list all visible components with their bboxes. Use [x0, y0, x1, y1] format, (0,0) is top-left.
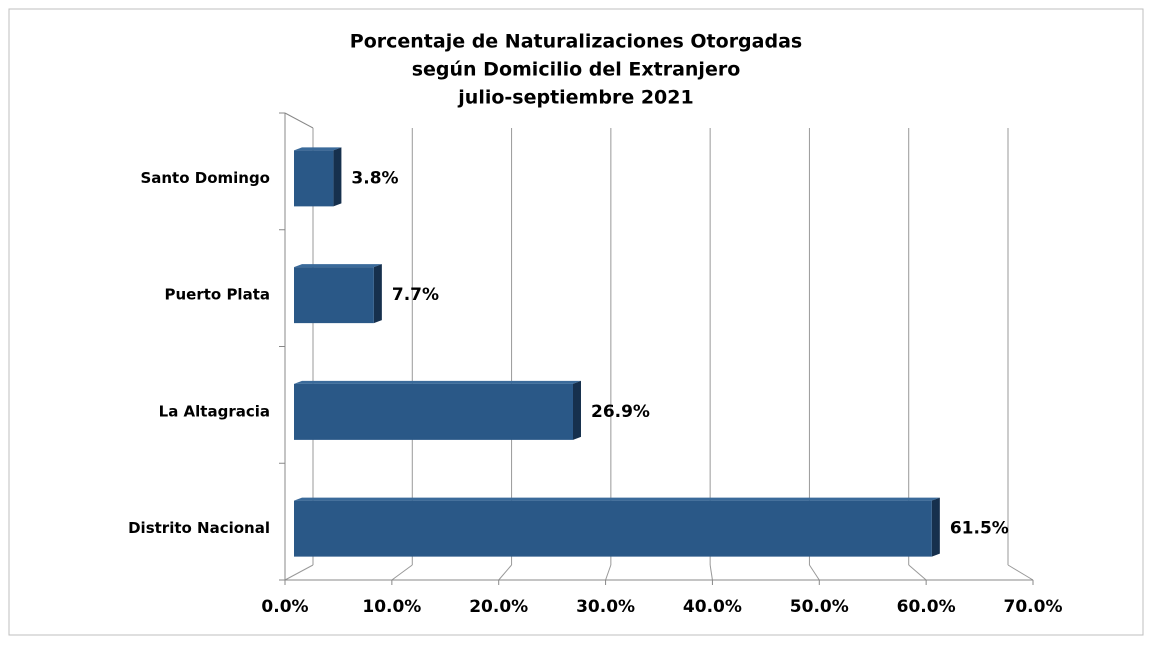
- grid-depth: [391, 564, 413, 581]
- y-tick-label: Santo Domingo: [140, 169, 270, 187]
- y-tick-label: La Altagracia: [159, 402, 270, 420]
- grid-depth: [709, 564, 713, 581]
- bar: [294, 150, 334, 207]
- value-label: 26.9%: [591, 402, 650, 422]
- x-tick-label: 30.0%: [576, 597, 635, 617]
- grid-depth: [605, 564, 612, 581]
- bar: [294, 267, 374, 324]
- y-axis-depth: [284, 112, 314, 129]
- grid-depth: [1007, 564, 1034, 581]
- chart-title: julio-septiembre 2021: [457, 87, 693, 109]
- bar: [294, 383, 573, 440]
- x-tick-label: 50.0%: [790, 597, 849, 617]
- bar: [294, 500, 932, 557]
- x-tick-label: 60.0%: [897, 597, 956, 617]
- grid-depth: [498, 564, 512, 581]
- bar-top: [294, 147, 342, 151]
- bar-top: [294, 264, 382, 268]
- y-tick-label: Distrito Nacional: [128, 519, 270, 537]
- bar-side: [931, 497, 940, 557]
- grid-depth: [809, 564, 820, 581]
- value-label: 3.8%: [351, 168, 398, 188]
- chart-title: Porcentaje de Naturalizaciones Otorgadas: [350, 31, 802, 53]
- chart-title: según Domicilio del Extranjero: [412, 59, 741, 81]
- bar-top: [294, 497, 940, 501]
- value-label: 7.7%: [392, 285, 439, 305]
- x-tick-label: 20.0%: [469, 597, 528, 617]
- bar-side: [373, 264, 382, 324]
- value-label: 61.5%: [950, 519, 1009, 539]
- grid-depth: [908, 564, 927, 581]
- grid-depth: [284, 564, 314, 581]
- bar-side: [572, 380, 581, 440]
- bar-side: [333, 147, 342, 207]
- x-tick-label: 40.0%: [683, 597, 742, 617]
- y-tick-label: Puerto Plata: [165, 286, 271, 304]
- bar-top: [294, 380, 581, 384]
- x-tick-label: 10.0%: [362, 597, 421, 617]
- x-tick-label: 70.0%: [1004, 597, 1063, 617]
- x-tick-label: 0.0%: [261, 597, 308, 617]
